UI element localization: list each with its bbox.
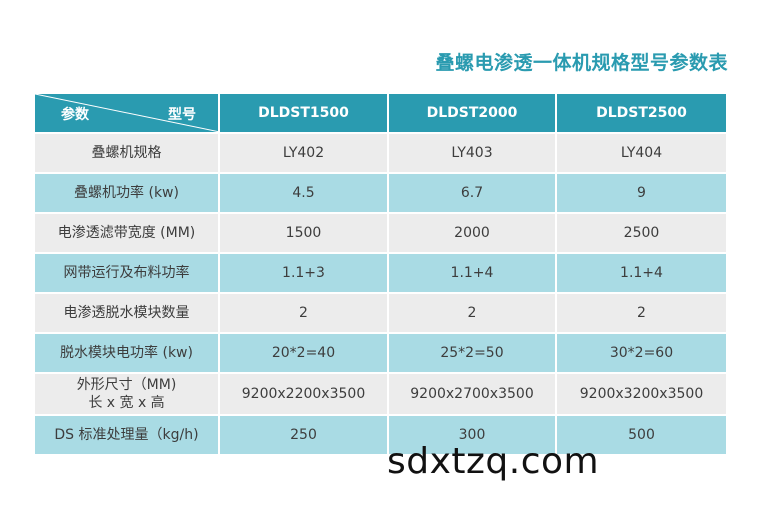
row-label: 叠螺机规格 [35, 134, 220, 174]
spec-table: 参数 型号 DLDST1500 DLDST2000 DLDST2500 叠螺机规… [35, 94, 726, 456]
table-cell: 4.5 [220, 174, 389, 214]
table-row: 网带运行及布料功率 1.1+3 1.1+4 1.1+4 [35, 254, 726, 294]
table-cell: 30*2=60 [557, 334, 726, 374]
table-cell: 300 [389, 416, 557, 456]
table-cell: 9 [557, 174, 726, 214]
watermark-text: sdxtzq.com [387, 441, 600, 482]
row-label: 外形尺寸（MM) 长 x 宽 x 高 [35, 374, 220, 416]
header-model-cell: DLDST2000 [389, 94, 557, 134]
header-param-label: 参数 [61, 107, 89, 123]
table-cell: 6.7 [389, 174, 557, 214]
row-label: DS 标准处理量（kg/h) [35, 416, 220, 456]
row-label-line: 长 x 宽 x 高 [88, 395, 165, 411]
header-model-label: 型号 [168, 107, 196, 123]
table-row: 外形尺寸（MM) 长 x 宽 x 高 9200x2200x3500 9200x2… [35, 374, 726, 416]
table-cell: 2 [557, 294, 726, 334]
table-cell: 500 [557, 416, 726, 456]
row-label: 网带运行及布料功率 [35, 254, 220, 294]
row-label-line: 外形尺寸（MM) [76, 377, 177, 393]
table-title: 叠螺电渗透一体机规格型号参数表 [435, 52, 728, 74]
row-label: 电渗透滤带宽度 (MM) [35, 214, 220, 254]
diagonal-divider [35, 94, 218, 132]
table-cell: LY403 [389, 134, 557, 174]
table-cell: 1.1+4 [557, 254, 726, 294]
table-cell: 2500 [557, 214, 726, 254]
table-cell: 1500 [220, 214, 389, 254]
table-cell: 9200x3200x3500 [557, 374, 726, 416]
table-row: 电渗透滤带宽度 (MM) 1500 2000 2500 [35, 214, 726, 254]
table-row: 叠螺机规格 LY402 LY403 LY404 [35, 134, 726, 174]
table-cell: 2 [389, 294, 557, 334]
table-cell: 1.1+4 [389, 254, 557, 294]
header-row: 参数 型号 DLDST1500 DLDST2000 DLDST2500 [35, 94, 726, 134]
header-corner-cell: 参数 型号 [35, 94, 220, 134]
table-cell: 20*2=40 [220, 334, 389, 374]
table-row: 叠螺机功率 (kw) 4.5 6.7 9 [35, 174, 726, 214]
table-cell: 2 [220, 294, 389, 334]
table-cell: 9200x2200x3500 [220, 374, 389, 416]
row-label: 电渗透脱水模块数量 [35, 294, 220, 334]
table-cell: 250 [220, 416, 389, 456]
table-cell: 1.1+3 [220, 254, 389, 294]
row-label: 脱水模块电功率 (kw) [35, 334, 220, 374]
row-label: 叠螺机功率 (kw) [35, 174, 220, 214]
table-cell: 25*2=50 [389, 334, 557, 374]
table-row: 电渗透脱水模块数量 2 2 2 [35, 294, 726, 334]
table-cell: LY402 [220, 134, 389, 174]
table-cell: 2000 [389, 214, 557, 254]
table-row: DS 标准处理量（kg/h) 250 300 500 [35, 416, 726, 456]
header-model-cell: DLDST2500 [557, 94, 726, 134]
table-cell: LY404 [557, 134, 726, 174]
table-row: 脱水模块电功率 (kw) 20*2=40 25*2=50 30*2=60 [35, 334, 726, 374]
table-cell: 9200x2700x3500 [389, 374, 557, 416]
header-model-cell: DLDST1500 [220, 94, 389, 134]
